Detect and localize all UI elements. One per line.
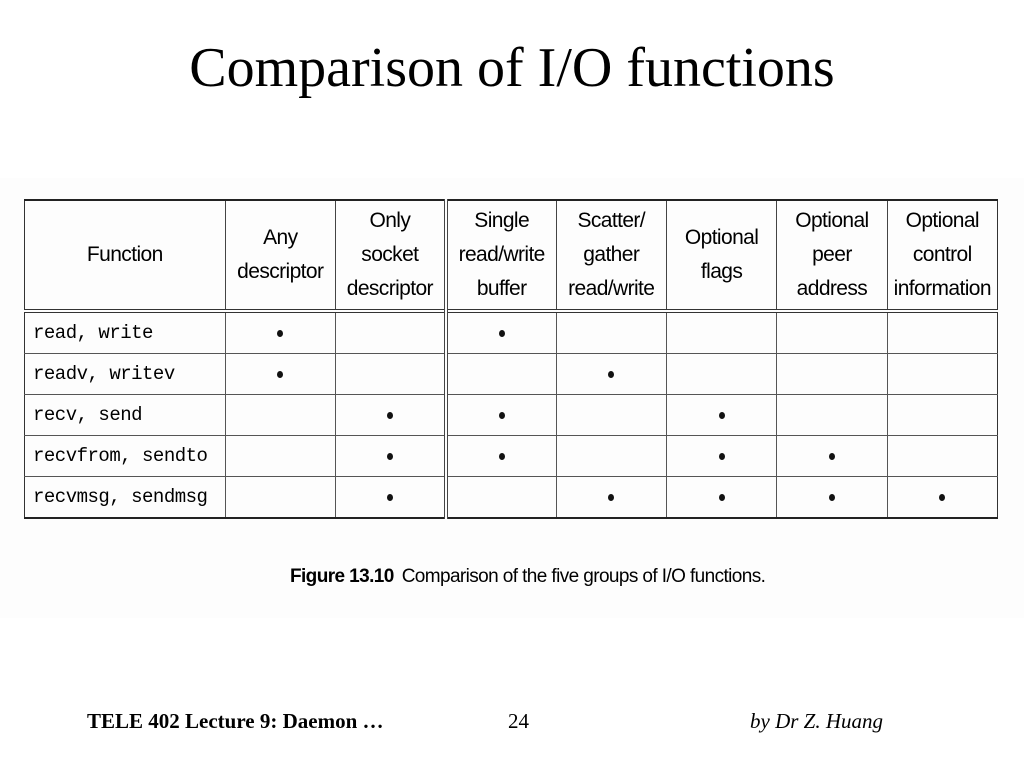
bullet-mark [386, 453, 393, 460]
column-header-line: descriptor [346, 277, 434, 300]
feature-cell [886, 310, 998, 354]
feature-cell [224, 353, 336, 395]
feature-cell [665, 394, 777, 436]
feature-cell [224, 310, 336, 354]
table-row: recvmsg, sendmsg [24, 476, 998, 518]
bullet-mark [718, 494, 725, 501]
feature-cell [443, 476, 557, 518]
column-header-line: gather [583, 243, 640, 266]
io-comparison-table: Function Any descriptor Only socket descript… [24, 199, 998, 519]
feature-cell [776, 476, 888, 518]
bullet-mark [939, 494, 946, 501]
feature-cell [224, 435, 336, 477]
column-header-line: flags [700, 260, 743, 283]
column-header-line: descriptor [237, 260, 324, 283]
column-header-line: socket [361, 243, 419, 266]
feature-cell [443, 394, 557, 436]
table-header-row: Function Any descriptor Only socket descript… [24, 200, 998, 311]
column-header-line: address [796, 277, 868, 300]
bullet-mark [828, 453, 835, 460]
feature-cell [443, 310, 557, 354]
function-name-cell: recv, send [24, 394, 226, 436]
function-name-cell: recvmsg, sendmsg [24, 476, 226, 518]
table-row: recvfrom, sendto [24, 435, 998, 477]
feature-cell [886, 476, 998, 518]
feature-cell [334, 476, 446, 518]
feature-cell [334, 394, 446, 436]
feature-cell [555, 394, 667, 436]
feature-cell [555, 476, 667, 518]
bullet-mark [608, 371, 615, 378]
feature-cell [555, 353, 667, 395]
feature-cell [334, 310, 446, 354]
column-header-line: Single [474, 209, 530, 232]
column-header-line: Optional [684, 226, 759, 249]
column-header-line: Only [369, 209, 411, 232]
feature-cell [334, 353, 446, 395]
column-header: Optional flags [665, 200, 777, 311]
column-header: Optional control information [886, 200, 998, 311]
bullet-mark [498, 412, 505, 419]
feature-cell [776, 435, 888, 477]
column-header-line: information [893, 277, 992, 300]
feature-cell [665, 353, 777, 395]
column-header-line: Optional [905, 209, 980, 232]
column-header-line: Any [263, 226, 298, 249]
function-name-cell: read, write [24, 310, 226, 354]
column-header-line: read/write [568, 277, 655, 300]
column-header-line: control [912, 243, 972, 266]
bullet-mark [277, 330, 284, 337]
feature-cell [886, 353, 998, 395]
figure-label: Figure 13.10 [290, 566, 394, 587]
bullet-mark [277, 371, 284, 378]
feature-cell [776, 353, 888, 395]
feature-cell [443, 353, 557, 395]
function-name-cell: recvfrom, sendto [24, 435, 226, 477]
column-header-line: Optional [795, 209, 869, 232]
feature-cell [665, 476, 777, 518]
feature-cell [776, 394, 888, 436]
feature-cell [665, 310, 777, 354]
feature-cell [334, 435, 446, 477]
column-header-line: read/write [458, 243, 546, 266]
feature-cell [555, 310, 667, 354]
feature-cell [886, 394, 998, 436]
bullet-mark [498, 330, 505, 337]
bullet-mark [718, 412, 725, 419]
table-body: read, write readv, writev recv, send recvfr… [24, 310, 998, 518]
bullet-mark [608, 494, 615, 501]
feature-cell [776, 310, 888, 354]
column-header-line: peer [812, 243, 852, 266]
table-row: readv, writev [24, 353, 998, 395]
table-row: recv, send [24, 394, 998, 436]
bullet-mark [498, 453, 505, 460]
footer-page-number: 24 [508, 709, 529, 733]
caption-text: Comparison of the five groups of I/O fun… [401, 566, 766, 587]
feature-cell [224, 476, 336, 518]
column-header: Only socket descriptor [334, 200, 446, 311]
column-header: Any descriptor [224, 200, 336, 311]
bullet-mark [828, 494, 835, 501]
column-header: Single read/write buffer [443, 200, 557, 311]
bullet-mark [386, 412, 393, 419]
bullet-mark [386, 494, 393, 501]
function-name-cell: readv, writev [24, 353, 226, 395]
feature-cell [555, 435, 667, 477]
column-header: Scatter/gather read/write [555, 200, 667, 311]
feature-cell [443, 435, 557, 477]
feature-cell [224, 394, 336, 436]
slide-title: Comparison of I/O functions [189, 37, 835, 99]
table-row: read, write [24, 310, 998, 354]
function-column-header: Function [86, 243, 163, 266]
column-header-line: Scatter/ [577, 209, 646, 232]
column-header: Optional peer address [776, 200, 888, 311]
footer-lecture-title: TELE 402 Lecture 9: Daemon … [87, 709, 384, 733]
bullet-mark [718, 453, 725, 460]
column-header-line: buffer [476, 277, 527, 300]
figure-caption: Figure 13.10 Comparison of the five group… [290, 566, 766, 588]
feature-cell [665, 435, 777, 477]
footer-author: by Dr Z. Huang [750, 709, 884, 733]
feature-cell [886, 435, 998, 477]
